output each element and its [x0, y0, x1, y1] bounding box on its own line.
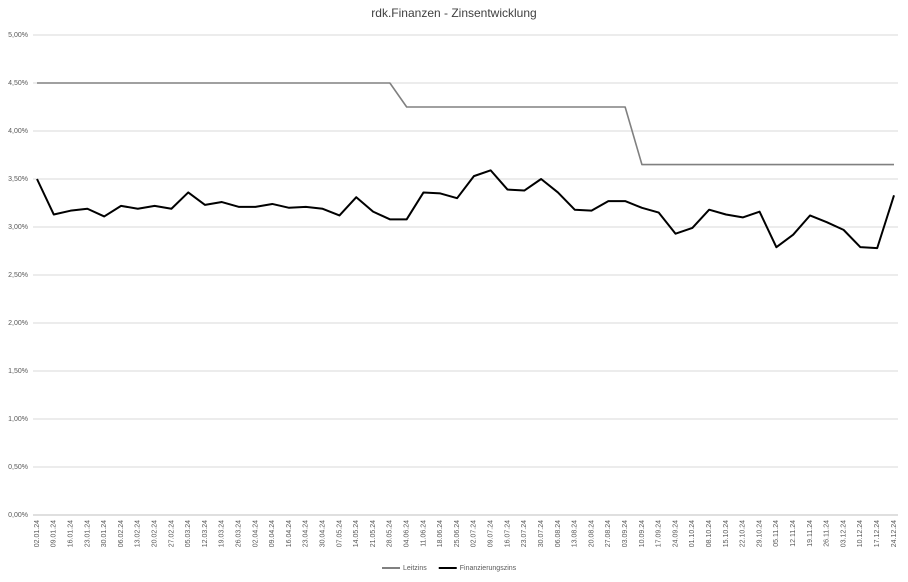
- x-tick-label: 02.04.24: [252, 520, 259, 547]
- x-tick-label: 26.11.24: [824, 520, 831, 547]
- x-tick-label: 06.08.24: [555, 520, 562, 547]
- x-tick-label: 27.08.24: [605, 520, 612, 547]
- x-tick-label: 15.10.24: [723, 520, 730, 547]
- y-tick-label: 0,00%: [8, 512, 28, 519]
- x-tick-label: 09.01.24: [51, 520, 58, 547]
- x-tick-label: 01.10.24: [689, 520, 696, 547]
- x-tick-label: 26.03.24: [235, 520, 242, 547]
- x-tick-label: 14.05.24: [353, 520, 360, 547]
- x-tick-label: 13.02.24: [135, 520, 142, 547]
- y-tick-label: 2,50%: [8, 272, 28, 279]
- y-tick-label: 0,50%: [8, 464, 28, 471]
- x-tick-label: 28.05.24: [387, 520, 394, 547]
- x-tick-label: 22.10.24: [740, 520, 747, 547]
- x-tick-label: 05.11.24: [773, 520, 780, 547]
- x-tick-label: 24.12.24: [891, 520, 898, 547]
- x-tick-label: 25.06.24: [454, 520, 461, 547]
- x-tick-label: 30.04.24: [320, 520, 327, 547]
- x-tick-label: 18.06.24: [437, 520, 444, 547]
- x-tick-label: 27.02.24: [168, 520, 175, 547]
- x-tick-label: 04.06.24: [404, 520, 411, 547]
- x-tick-label: 16.07.24: [504, 520, 511, 547]
- x-tick-label: 09.07.24: [488, 520, 495, 547]
- x-tick-label: 30.01.24: [101, 520, 108, 547]
- x-tick-label: 30.07.24: [538, 520, 545, 547]
- x-tick-label: 23.01.24: [84, 520, 91, 547]
- y-tick-label: 3,00%: [8, 224, 28, 231]
- x-tick-label: 11.06.24: [420, 520, 427, 547]
- x-tick-label: 07.05.24: [336, 520, 343, 547]
- x-tick-label: 20.02.24: [151, 520, 158, 547]
- chart-title: rdk.Finanzen - Zinsentwicklung: [371, 6, 536, 20]
- series-line: [36, 169, 895, 250]
- x-tick-label: 16.01.24: [67, 520, 74, 547]
- x-tick-label: 17.12.24: [874, 520, 881, 547]
- x-tick-label: 12.11.24: [790, 520, 797, 547]
- x-tick-label: 12.03.24: [202, 520, 209, 547]
- x-tick-label: 29.10.24: [756, 520, 763, 547]
- y-tick-label: 1,00%: [8, 416, 28, 423]
- x-tick-label: 08.10.24: [706, 520, 713, 547]
- x-tick-label: 23.07.24: [521, 520, 528, 547]
- x-tick-label: 19.03.24: [219, 520, 226, 547]
- legend-label: Leitzins: [403, 565, 427, 572]
- y-tick-label: 1,50%: [8, 368, 28, 375]
- x-tick-label: 03.09.24: [622, 520, 629, 547]
- x-tick-label: 10.12.24: [857, 520, 864, 547]
- x-tick-label: 20.08.24: [588, 520, 595, 547]
- x-tick-label: 17.09.24: [656, 520, 663, 547]
- y-tick-label: 3,50%: [8, 176, 28, 183]
- legend-label: Finanzierungszins: [460, 565, 517, 572]
- x-tick-label: 05.03.24: [185, 520, 192, 547]
- y-tick-label: 4,50%: [8, 80, 28, 87]
- x-tick-label: 10.09.24: [639, 520, 646, 547]
- x-tick-label: 24.09.24: [672, 520, 679, 547]
- x-tick-label: 16.04.24: [286, 520, 293, 547]
- x-tick-label: 13.08.24: [572, 520, 579, 547]
- x-tick-label: 03.12.24: [840, 520, 847, 547]
- x-tick-label: 06.02.24: [118, 520, 125, 547]
- x-tick-label: 02.07.24: [471, 520, 478, 547]
- x-tick-label: 19.11.24: [807, 520, 814, 547]
- series-line: [37, 82, 894, 166]
- x-tick-label: 21.05.24: [370, 520, 377, 547]
- y-tick-label: 4,00%: [8, 128, 28, 135]
- x-tick-label: 23.04.24: [303, 520, 310, 547]
- x-tick-label: 02.01.24: [34, 520, 41, 547]
- y-tick-label: 2,00%: [8, 320, 28, 327]
- x-tick-label: 09.04.24: [269, 520, 276, 547]
- y-tick-label: 5,00%: [8, 32, 28, 39]
